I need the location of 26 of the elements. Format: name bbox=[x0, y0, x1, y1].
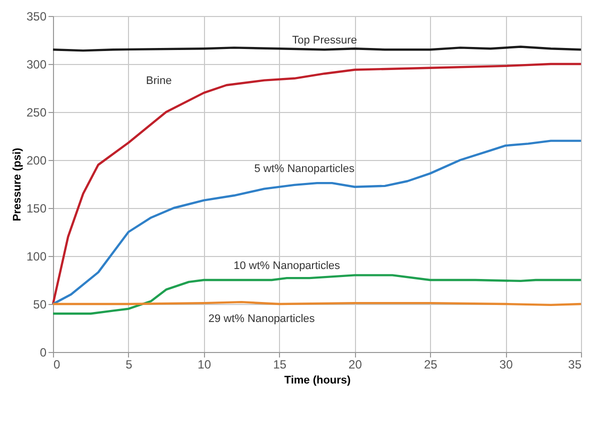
series-label: 5 wt% Nanoparticles bbox=[254, 162, 355, 175]
series-label: 29 wt% Nanoparticles bbox=[208, 313, 316, 326]
x-tick-label: 0 bbox=[54, 358, 60, 372]
x-tick-label: 10 bbox=[198, 358, 212, 372]
x-tick-label: 5 bbox=[126, 358, 133, 372]
y-tick-label: 50 bbox=[33, 298, 47, 312]
line-series bbox=[52, 274, 582, 315]
y-tick-label: 300 bbox=[26, 58, 47, 72]
y-tick-label: 250 bbox=[26, 106, 47, 120]
y-tick-label: 200 bbox=[26, 154, 47, 168]
x-axis-title: Time (hours) bbox=[284, 374, 352, 386]
y-tick-label: 150 bbox=[26, 202, 47, 216]
x-tick-label: 35 bbox=[568, 358, 582, 372]
y-tick-label: 350 bbox=[26, 10, 47, 24]
x-tick-label: 15 bbox=[273, 358, 287, 372]
y-tick-label: 0 bbox=[40, 346, 47, 360]
y-tick-label: 100 bbox=[26, 250, 47, 264]
line-series bbox=[52, 62, 582, 306]
x-tick-label: 25 bbox=[424, 358, 438, 372]
line-series bbox=[52, 140, 582, 306]
x-tick-label: 30 bbox=[499, 358, 514, 372]
x-tick-label: 20 bbox=[348, 358, 362, 372]
series-label: Brine bbox=[146, 74, 172, 87]
y-axis-title: Pressure (psi) bbox=[11, 147, 24, 222]
series-label: 10 wt% Nanoparticles bbox=[234, 260, 341, 272]
series-label: Top Pressure bbox=[292, 34, 357, 47]
